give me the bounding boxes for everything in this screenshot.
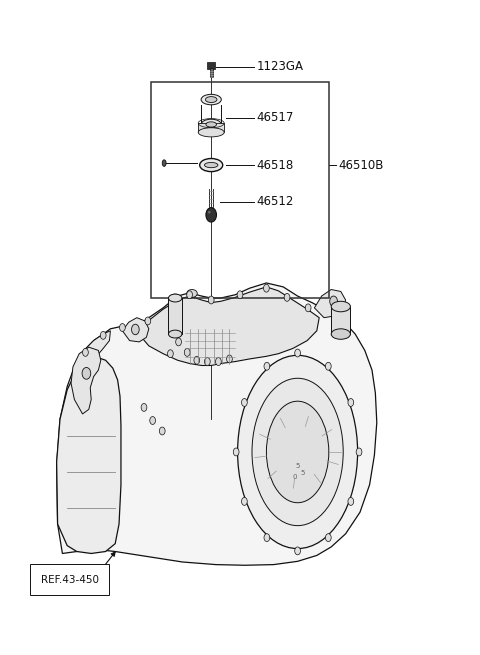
Ellipse shape: [252, 379, 343, 525]
Ellipse shape: [205, 96, 217, 102]
Ellipse shape: [198, 128, 224, 137]
Ellipse shape: [264, 284, 269, 292]
Bar: [210, 68, 213, 77]
Ellipse shape: [206, 122, 216, 127]
Ellipse shape: [325, 534, 331, 542]
Ellipse shape: [241, 498, 247, 506]
Ellipse shape: [264, 534, 270, 542]
Ellipse shape: [132, 324, 139, 335]
Polygon shape: [314, 290, 346, 318]
Ellipse shape: [331, 329, 350, 339]
Ellipse shape: [206, 208, 216, 222]
Polygon shape: [74, 331, 110, 383]
Ellipse shape: [208, 211, 211, 214]
Ellipse shape: [168, 350, 173, 358]
Ellipse shape: [168, 330, 182, 338]
Text: 1123GA: 1123GA: [257, 60, 304, 73]
Ellipse shape: [216, 358, 221, 365]
Ellipse shape: [241, 398, 247, 406]
Polygon shape: [71, 347, 101, 414]
Ellipse shape: [141, 403, 147, 411]
Text: 5: 5: [300, 470, 304, 476]
Ellipse shape: [184, 348, 190, 356]
Ellipse shape: [233, 448, 239, 456]
Ellipse shape: [176, 338, 181, 346]
Ellipse shape: [348, 398, 354, 406]
Text: 46512: 46512: [257, 195, 294, 208]
Ellipse shape: [120, 324, 125, 331]
Ellipse shape: [264, 362, 270, 370]
Text: 46518: 46518: [257, 159, 294, 172]
Bar: [331, 307, 350, 334]
Ellipse shape: [170, 294, 180, 302]
Ellipse shape: [187, 290, 197, 297]
Ellipse shape: [208, 296, 214, 304]
Ellipse shape: [100, 331, 106, 339]
Ellipse shape: [227, 355, 232, 363]
Ellipse shape: [284, 293, 290, 301]
Ellipse shape: [194, 356, 200, 364]
Ellipse shape: [348, 498, 354, 506]
Ellipse shape: [187, 291, 192, 299]
Ellipse shape: [201, 119, 221, 130]
Text: 46510B: 46510B: [338, 159, 384, 172]
Bar: [207, 62, 215, 69]
Ellipse shape: [82, 367, 91, 379]
Ellipse shape: [162, 160, 166, 166]
Ellipse shape: [83, 348, 88, 356]
Ellipse shape: [200, 159, 223, 172]
Ellipse shape: [159, 427, 165, 435]
Text: 5: 5: [295, 463, 300, 470]
Polygon shape: [122, 318, 149, 342]
Bar: [198, 123, 224, 132]
Ellipse shape: [238, 355, 358, 548]
Ellipse shape: [266, 401, 329, 503]
Ellipse shape: [204, 162, 218, 168]
Polygon shape: [57, 357, 121, 553]
Ellipse shape: [295, 349, 300, 357]
Polygon shape: [142, 287, 319, 365]
Text: 0: 0: [293, 474, 297, 481]
Ellipse shape: [204, 358, 210, 365]
Ellipse shape: [356, 448, 362, 456]
Text: REF.43-450: REF.43-450: [41, 574, 99, 585]
Ellipse shape: [330, 296, 337, 307]
Ellipse shape: [168, 294, 182, 302]
Bar: [151, 82, 329, 298]
Ellipse shape: [150, 417, 156, 424]
Ellipse shape: [237, 291, 243, 299]
Ellipse shape: [325, 362, 331, 370]
Ellipse shape: [305, 304, 311, 312]
Ellipse shape: [201, 94, 221, 105]
Ellipse shape: [331, 301, 350, 312]
Ellipse shape: [145, 317, 151, 325]
Bar: [168, 298, 182, 334]
Polygon shape: [57, 283, 377, 565]
Text: 46517: 46517: [257, 111, 294, 124]
Ellipse shape: [295, 547, 300, 555]
